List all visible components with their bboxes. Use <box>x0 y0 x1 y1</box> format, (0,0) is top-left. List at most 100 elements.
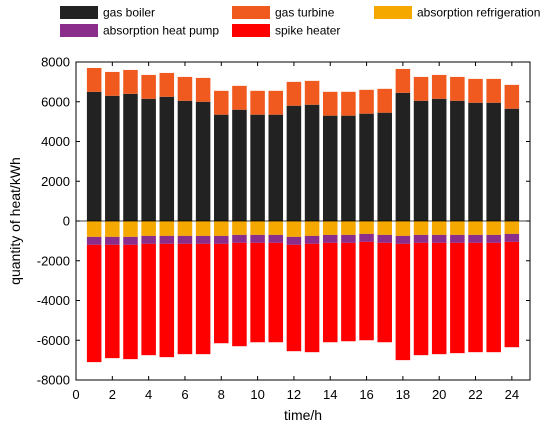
bar-absorption-refrigeration-2 <box>105 221 120 237</box>
chart-legend: gas boiler gas turbine absorption refriger… <box>60 6 540 38</box>
bar-absorption-refrigeration-1 <box>86 221 102 237</box>
bar-absorption-heat-pump-16 <box>359 233 374 242</box>
bar-absorption-refrigeration-14 <box>322 221 338 235</box>
bar-absorption-heat-pump-22 <box>468 234 483 243</box>
legend-label-gas-turbine: gas turbine <box>275 6 335 20</box>
bar-absorption-refrigeration-20 <box>431 221 447 235</box>
bar-spike-heater-7 <box>195 243 211 355</box>
bar-gas-turbine-5 <box>159 72 175 97</box>
bar-absorption-heat-pump-17 <box>377 234 392 243</box>
bar-gas-turbine-18 <box>395 68 411 93</box>
bar-absorption-heat-pump-12 <box>286 236 302 245</box>
x-tick-label: 2 <box>109 387 116 402</box>
bar-absorption-refrigeration-24 <box>504 221 520 234</box>
bar-spike-heater-18 <box>395 243 411 361</box>
bar-absorption-refrigeration-18 <box>395 221 411 236</box>
bar-gas-turbine-23 <box>486 78 501 103</box>
bar-gas-boiler-2 <box>105 95 120 221</box>
bar-gas-boiler-3 <box>123 93 138 221</box>
y-tick-label: -2000 <box>37 253 70 268</box>
bar-absorption-heat-pump-5 <box>159 235 175 244</box>
bar-gas-boiler-7 <box>195 101 211 221</box>
bar-gas-boiler-23 <box>486 102 501 221</box>
bar-spike-heater-1 <box>86 244 102 363</box>
bar-spike-heater-21 <box>450 242 465 354</box>
bar-gas-boiler-16 <box>359 113 374 221</box>
y-tick-label: -8000 <box>37 373 70 388</box>
bar-spike-heater-20 <box>431 242 447 355</box>
bar-absorption-refrigeration-23 <box>486 221 501 235</box>
bars-layer <box>86 67 520 363</box>
bar-absorption-refrigeration-6 <box>177 221 193 236</box>
bar-spike-heater-6 <box>177 243 193 355</box>
bar-absorption-heat-pump-6 <box>177 235 193 244</box>
bar-absorption-refrigeration-3 <box>123 221 138 237</box>
legend-swatch-absorption-heat-pump <box>60 24 98 37</box>
bar-gas-boiler-20 <box>431 98 447 221</box>
bar-gas-turbine-3 <box>123 69 138 94</box>
bar-gas-turbine-20 <box>431 74 447 99</box>
bar-gas-boiler-15 <box>341 115 356 221</box>
bar-spike-heater-5 <box>159 243 175 358</box>
x-tick-label: 18 <box>396 387 410 402</box>
bar-gas-turbine-19 <box>413 76 429 101</box>
bar-gas-turbine-16 <box>359 89 374 114</box>
bar-absorption-heat-pump-15 <box>341 234 356 243</box>
bar-gas-boiler-13 <box>304 104 320 221</box>
legend-swatch-gas-turbine <box>232 6 270 19</box>
bar-gas-boiler-14 <box>322 115 338 221</box>
bar-absorption-heat-pump-21 <box>450 234 465 243</box>
bar-absorption-heat-pump-20 <box>431 234 447 243</box>
legend-label-gas-boiler: gas boiler <box>103 6 155 20</box>
bar-absorption-refrigeration-13 <box>304 221 320 236</box>
bar-spike-heater-4 <box>141 243 156 356</box>
bar-gas-turbine-8 <box>214 90 229 115</box>
bar-gas-boiler-10 <box>250 114 265 221</box>
bar-spike-heater-11 <box>268 242 284 343</box>
bar-gas-boiler-18 <box>395 92 411 222</box>
y-axis-label: quantity of heat/kWh <box>7 157 23 285</box>
bar-spike-heater-23 <box>486 242 501 353</box>
y-tick-label: 2000 <box>41 174 70 189</box>
x-axis-ticks: 0 2 4 6 8 10 12 14 16 18 20 22 24 <box>72 62 519 402</box>
x-axis-label: time/h <box>284 407 322 423</box>
bar-absorption-refrigeration-19 <box>413 221 429 235</box>
bar-spike-heater-15 <box>341 242 356 342</box>
y-tick-label: 4000 <box>41 134 70 149</box>
bar-gas-boiler-6 <box>177 100 193 221</box>
bar-absorption-heat-pump-10 <box>250 234 265 243</box>
x-tick-label: 22 <box>468 387 482 402</box>
bar-gas-turbine-15 <box>341 91 356 116</box>
bar-absorption-heat-pump-14 <box>322 234 338 243</box>
bar-spike-heater-13 <box>304 243 320 353</box>
bar-absorption-refrigeration-4 <box>141 221 156 236</box>
bar-absorption-heat-pump-1 <box>86 236 102 245</box>
bar-gas-turbine-17 <box>377 88 392 113</box>
bar-spike-heater-24 <box>504 241 520 348</box>
bar-spike-heater-17 <box>377 242 392 343</box>
bar-gas-turbine-21 <box>450 76 465 101</box>
x-tick-label: 14 <box>323 387 337 402</box>
bar-absorption-heat-pump-13 <box>304 235 320 244</box>
bar-absorption-refrigeration-12 <box>286 221 302 237</box>
y-tick-label: -6000 <box>37 333 70 348</box>
bar-spike-heater-8 <box>214 243 229 344</box>
bar-absorption-refrigeration-8 <box>214 221 229 236</box>
bar-spike-heater-9 <box>232 242 247 347</box>
bar-absorption-refrigeration-9 <box>232 221 247 235</box>
legend-swatch-absorption-refrigeration <box>374 6 412 19</box>
y-tick-label: -4000 <box>37 293 70 308</box>
bar-absorption-heat-pump-3 <box>123 236 138 245</box>
y-tick-label: 6000 <box>41 94 70 109</box>
bar-gas-boiler-21 <box>450 100 465 221</box>
bar-gas-boiler-11 <box>268 114 284 221</box>
bar-spike-heater-12 <box>286 244 302 352</box>
bar-absorption-heat-pump-8 <box>214 235 229 244</box>
bar-gas-turbine-9 <box>232 85 247 110</box>
bar-gas-turbine-14 <box>322 91 338 116</box>
bar-absorption-refrigeration-11 <box>268 221 284 235</box>
bar-gas-boiler-8 <box>214 114 229 221</box>
bar-absorption-heat-pump-19 <box>413 234 429 243</box>
bar-absorption-refrigeration-10 <box>250 221 265 235</box>
